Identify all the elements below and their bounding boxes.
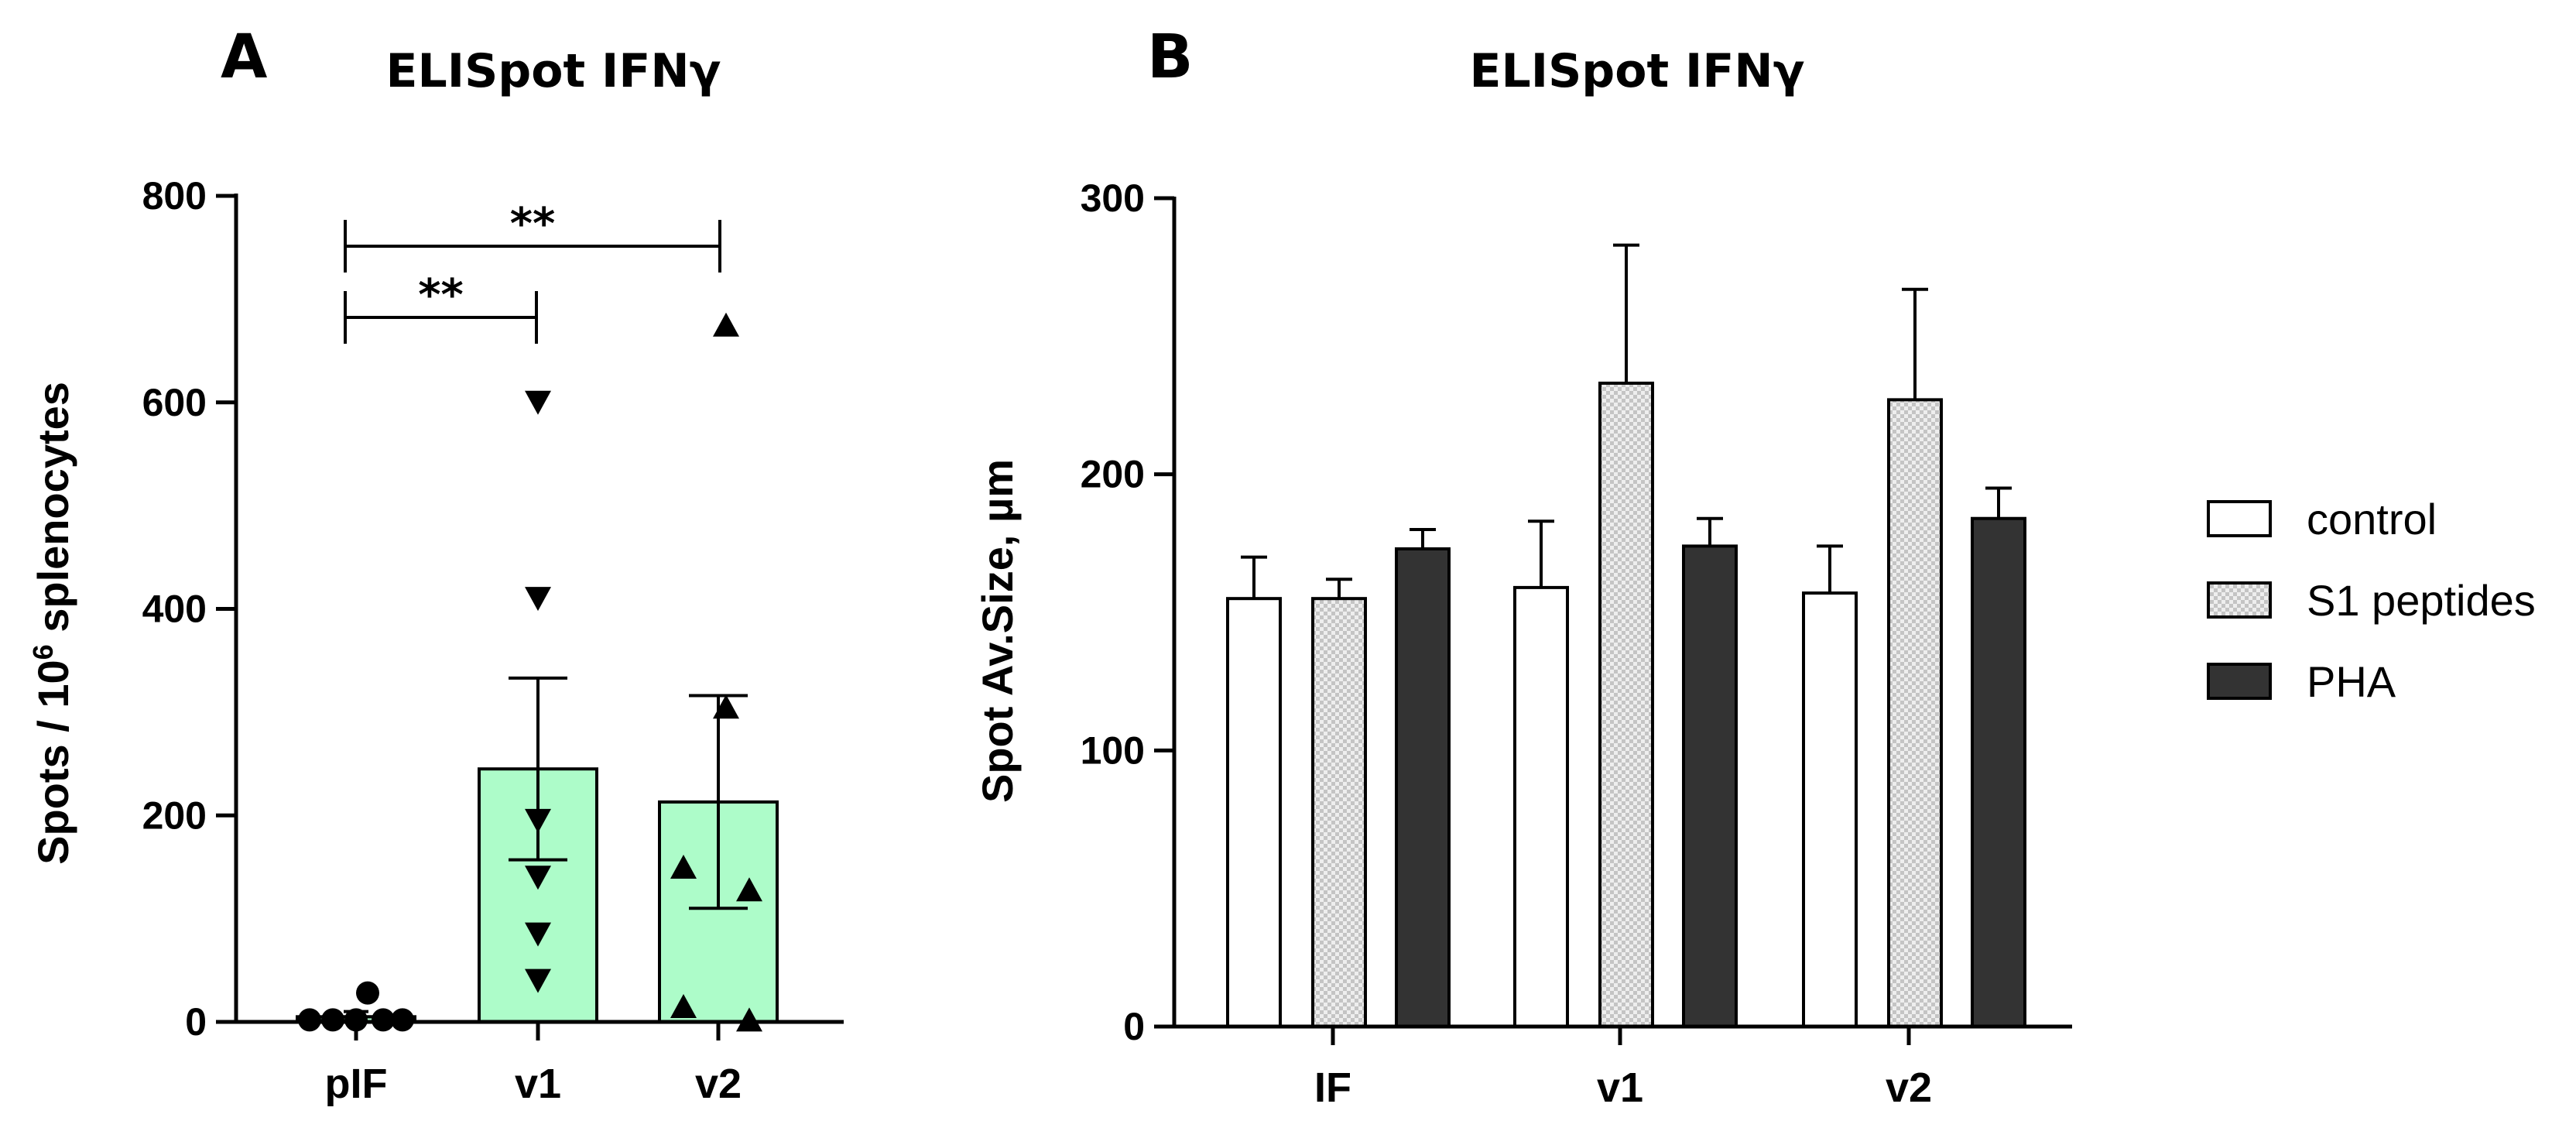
panel-a-point-v1	[525, 808, 551, 833]
panel-b-bar-s1-peptides-v1	[1598, 381, 1654, 1028]
panel-a-x-ticks: pIF v1 v2	[325, 1022, 742, 1107]
panel-a-data-points	[298, 312, 762, 1032]
panel-b-x-tick-label: IF	[1314, 1064, 1351, 1111]
panel-a-point-v2	[713, 312, 739, 337]
panel-a-sig-label: **	[510, 199, 556, 249]
panel-a-y-tick-label: 600	[142, 381, 207, 424]
legend-label-control: control	[2307, 495, 2437, 543]
panel-a-point-v1	[525, 922, 551, 947]
legend-label-s1-peptides: S1 peptides	[2307, 576, 2536, 625]
panel-a-point-pIF	[372, 1008, 395, 1032]
panel-a-x-tick-label: v1	[515, 1061, 561, 1107]
panel-b-bar-s1-peptides-v2	[1887, 398, 1943, 1028]
panel-a-point-v2	[736, 877, 762, 902]
panel-b-bar-control-v2	[1802, 591, 1858, 1028]
panel-b-bars	[1226, 381, 2026, 1028]
panel-a-x-tick-label: v2	[695, 1061, 742, 1107]
panel-a-point-v1	[525, 587, 551, 612]
panel-a-y-label-sup: 6	[27, 644, 59, 660]
panel-b-bar-control-v1	[1513, 585, 1569, 1028]
panel-a-y-tick-label: 0	[185, 1000, 207, 1044]
panel-b-letter: B	[1147, 22, 1193, 92]
panel-a-point-pIF	[356, 981, 379, 1005]
panel-b-bar-s1-peptides-if	[1311, 597, 1367, 1028]
panel-a-y-label-post: splenocytes	[29, 382, 77, 644]
panel-b-bar-pha-v2	[1971, 516, 2026, 1028]
panel-a-significance: ** **	[344, 199, 721, 344]
panel-a-x-tick-label: pIF	[325, 1061, 388, 1107]
panel-b-y-tick-label: 100	[1081, 728, 1145, 772]
panel-b-y-axis-label: Spot Av.Size, µm	[973, 459, 1022, 803]
panel-b-bar-control-if	[1226, 597, 1282, 1028]
panel-b: B ELISpot IFNγ Spot Av.Size, µm 0 100 200 3…	[973, 22, 2536, 1111]
panel-a-y-label-pre: Spots / 10	[29, 660, 77, 865]
legend-swatch-control	[2207, 500, 2272, 537]
panel-b-bar-pha-v1	[1682, 544, 1738, 1028]
panel-b-y-tick-label: 200	[1081, 453, 1145, 496]
panel-a-point-v2	[670, 993, 697, 1018]
panel-a-point-pIF	[391, 1008, 414, 1032]
panel-a-point-pIF	[344, 1008, 368, 1032]
panel-a-point-v2	[736, 1007, 762, 1032]
panel-a-y-axis-label: Spots / 106 splenocytes	[27, 382, 78, 865]
panel-a-y-tick-label: 800	[142, 174, 207, 218]
panel-b-y-tick-label: 0	[1123, 1005, 1145, 1048]
panel-b-legend: control S1 peptides PHA	[2207, 495, 2536, 706]
panel-b-y-tick-label: 300	[1081, 177, 1145, 220]
panel-b-x-ticks: IF v1 v2	[1314, 1027, 1932, 1111]
legend-swatch-pha	[2207, 663, 2272, 700]
panel-b-x-tick-label: v2	[1886, 1064, 1932, 1111]
panel-b-x-tick-label: v1	[1597, 1064, 1643, 1111]
panel-a-y-ticks: 0 200 400 600 800	[142, 174, 236, 1044]
panel-a-title: ELISpot IFNγ	[386, 44, 721, 98]
panel-a-y-tick-label: 200	[142, 794, 207, 837]
panel-b-y-ticks: 0 100 200 300	[1081, 177, 1174, 1048]
panel-a-point-v1	[525, 866, 551, 890]
panel-a-point-pIF	[298, 1008, 321, 1032]
panel-a-point-v2	[713, 694, 739, 719]
panel-a-sig-label: **	[418, 270, 464, 321]
panel-a-point-pIF	[321, 1008, 344, 1032]
legend-swatch-s1-peptides	[2207, 581, 2272, 619]
panel-a-point-v2	[670, 854, 697, 879]
panel-a-point-v1	[525, 390, 551, 415]
panel-b-bar-pha-if	[1395, 547, 1451, 1028]
panel-b-error-bars	[1241, 243, 2012, 599]
panel-a: A ELISpot IFNγ Spots / 106 splenocytes 0…	[27, 22, 844, 1107]
legend-label-pha: PHA	[2307, 657, 2396, 706]
panel-a-y-tick-label: 400	[142, 588, 207, 631]
panel-a-letter: A	[221, 22, 267, 92]
panel-b-title: ELISpot IFNγ	[1470, 44, 1805, 98]
panel-a-point-v1	[525, 968, 551, 993]
